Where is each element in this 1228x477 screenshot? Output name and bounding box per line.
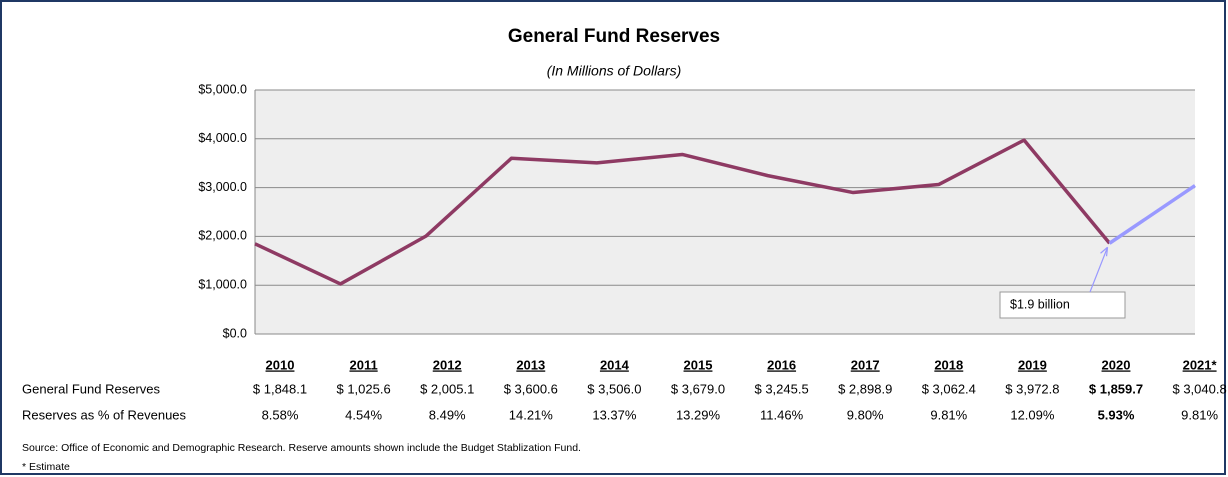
table-cell: $ 2,005.1 (420, 381, 474, 396)
year-header: 2011 (349, 357, 377, 372)
source: Source: Office of Economic and Demograph… (22, 442, 581, 454)
table-cell: 9.81% (930, 407, 967, 422)
table-cell: $ 3,506.0 (587, 381, 641, 396)
table-cell: 9.81% (1181, 407, 1218, 422)
row-label: Reserves as % of Revenues (22, 407, 187, 422)
year-header: 2020 (1102, 357, 1131, 372)
year-header: 2016 (767, 357, 796, 372)
table-cell: 11.46% (760, 407, 804, 422)
year-header: 2017 (851, 357, 880, 372)
table-cell: 5.93% (1098, 407, 1135, 422)
annotation-arrowhead (1100, 246, 1109, 257)
table-cell: 4.54% (345, 407, 382, 422)
annotation-text: $1.9 billion (1010, 297, 1070, 311)
year-header: 2013 (516, 357, 545, 372)
annotation-arrow (1089, 247, 1109, 293)
table-cell: $ 3,679.0 (671, 381, 725, 396)
year-header: 2019 (1018, 357, 1047, 372)
table-cell: 9.80% (847, 407, 884, 422)
table-cell: $ 3,245.5 (754, 381, 808, 396)
chart-title: General Fund Reserves (508, 26, 720, 47)
y-tick-label: $1,000.0 (198, 277, 247, 291)
table-cell: $ 3,040.8 (1172, 381, 1226, 396)
y-tick-label: $4,000.0 (198, 131, 247, 145)
table-cell: 12.09% (1010, 407, 1055, 422)
table-cell: $ 3,972.8 (1005, 381, 1059, 396)
table-cell: $ 3,600.6 (504, 381, 558, 396)
table-cell: 14.21% (509, 407, 554, 422)
year-header: 2015 (684, 357, 713, 372)
table-cell: 8.49% (429, 407, 466, 422)
chart-subtitle: (In Millions of Dollars) (547, 63, 682, 79)
table-cell: 8.58% (262, 407, 299, 422)
table-cell: $ 1,025.6 (336, 381, 390, 396)
estimate-segment (1108, 184, 1196, 245)
row-label: General Fund Reserves (22, 381, 161, 396)
table-cell: $ 1,848.1 (253, 381, 307, 396)
footnote: * Estimate (22, 461, 70, 473)
year-header: 2014 (600, 357, 630, 372)
table-cell: $ 1,859.7 (1089, 381, 1143, 396)
year-header: 2021* (1183, 357, 1218, 372)
annotation-box (999, 291, 1126, 319)
y-tick-label: $5,000.0 (198, 82, 247, 96)
y-tick-label: $0.0 (223, 326, 247, 340)
year-header: 2018 (934, 357, 963, 372)
year-header: 2012 (433, 357, 462, 372)
table-cell: $ 2,898.9 (838, 381, 892, 396)
table-cell: 13.37% (592, 407, 637, 422)
line-series (254, 138, 1111, 286)
y-tick-label: $2,000.0 (198, 229, 247, 243)
table-cell: 13.29% (676, 407, 721, 422)
year-header: 2010 (266, 357, 295, 372)
y-tick-label: $3,000.0 (198, 180, 247, 194)
table-cell: $ 3,062.4 (922, 381, 976, 396)
